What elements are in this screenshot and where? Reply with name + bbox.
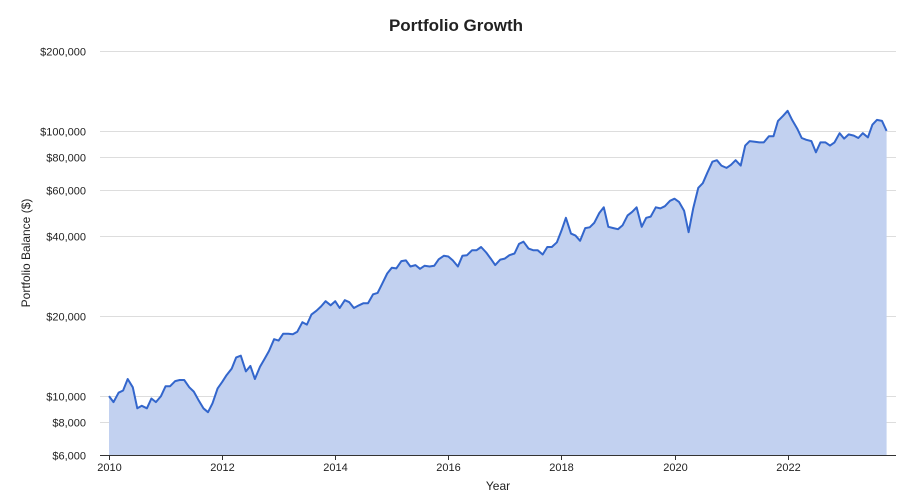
y-tick-label: $8,000 bbox=[52, 418, 86, 430]
axes bbox=[100, 455, 896, 460]
y-tick-label: $60,000 bbox=[46, 186, 86, 198]
y-tick-label: $6,000 bbox=[52, 451, 86, 463]
tick-labels: $6,000 $8,000 $10,000 $20,000 $40,000 $60,000… bbox=[40, 47, 801, 475]
y-tick-label: $10,000 bbox=[46, 392, 86, 404]
x-tick-label: 2014 bbox=[323, 462, 347, 474]
chart-title: Portfolio Growth bbox=[389, 16, 523, 35]
x-tick-label: 2018 bbox=[549, 462, 573, 474]
y-tick-label: $100,000 bbox=[40, 127, 86, 139]
y-axis-label: Portfolio Balance ($) bbox=[19, 199, 33, 308]
y-tick-label: $40,000 bbox=[46, 232, 86, 244]
y-tick-label: $80,000 bbox=[46, 153, 86, 165]
y-tick-label: $20,000 bbox=[46, 312, 86, 324]
x-tick-label: 2022 bbox=[776, 462, 800, 474]
x-tick-label: 2016 bbox=[436, 462, 460, 474]
y-tick-label: $200,000 bbox=[40, 47, 86, 59]
series-line bbox=[108, 109, 888, 414]
area-series bbox=[108, 109, 888, 456]
x-tick-label: 2010 bbox=[97, 462, 121, 474]
x-axis-label: Year bbox=[486, 479, 510, 493]
area-fill bbox=[109, 110, 887, 456]
x-tick-label: 2012 bbox=[210, 462, 234, 474]
x-tick-label: 2020 bbox=[663, 462, 687, 474]
